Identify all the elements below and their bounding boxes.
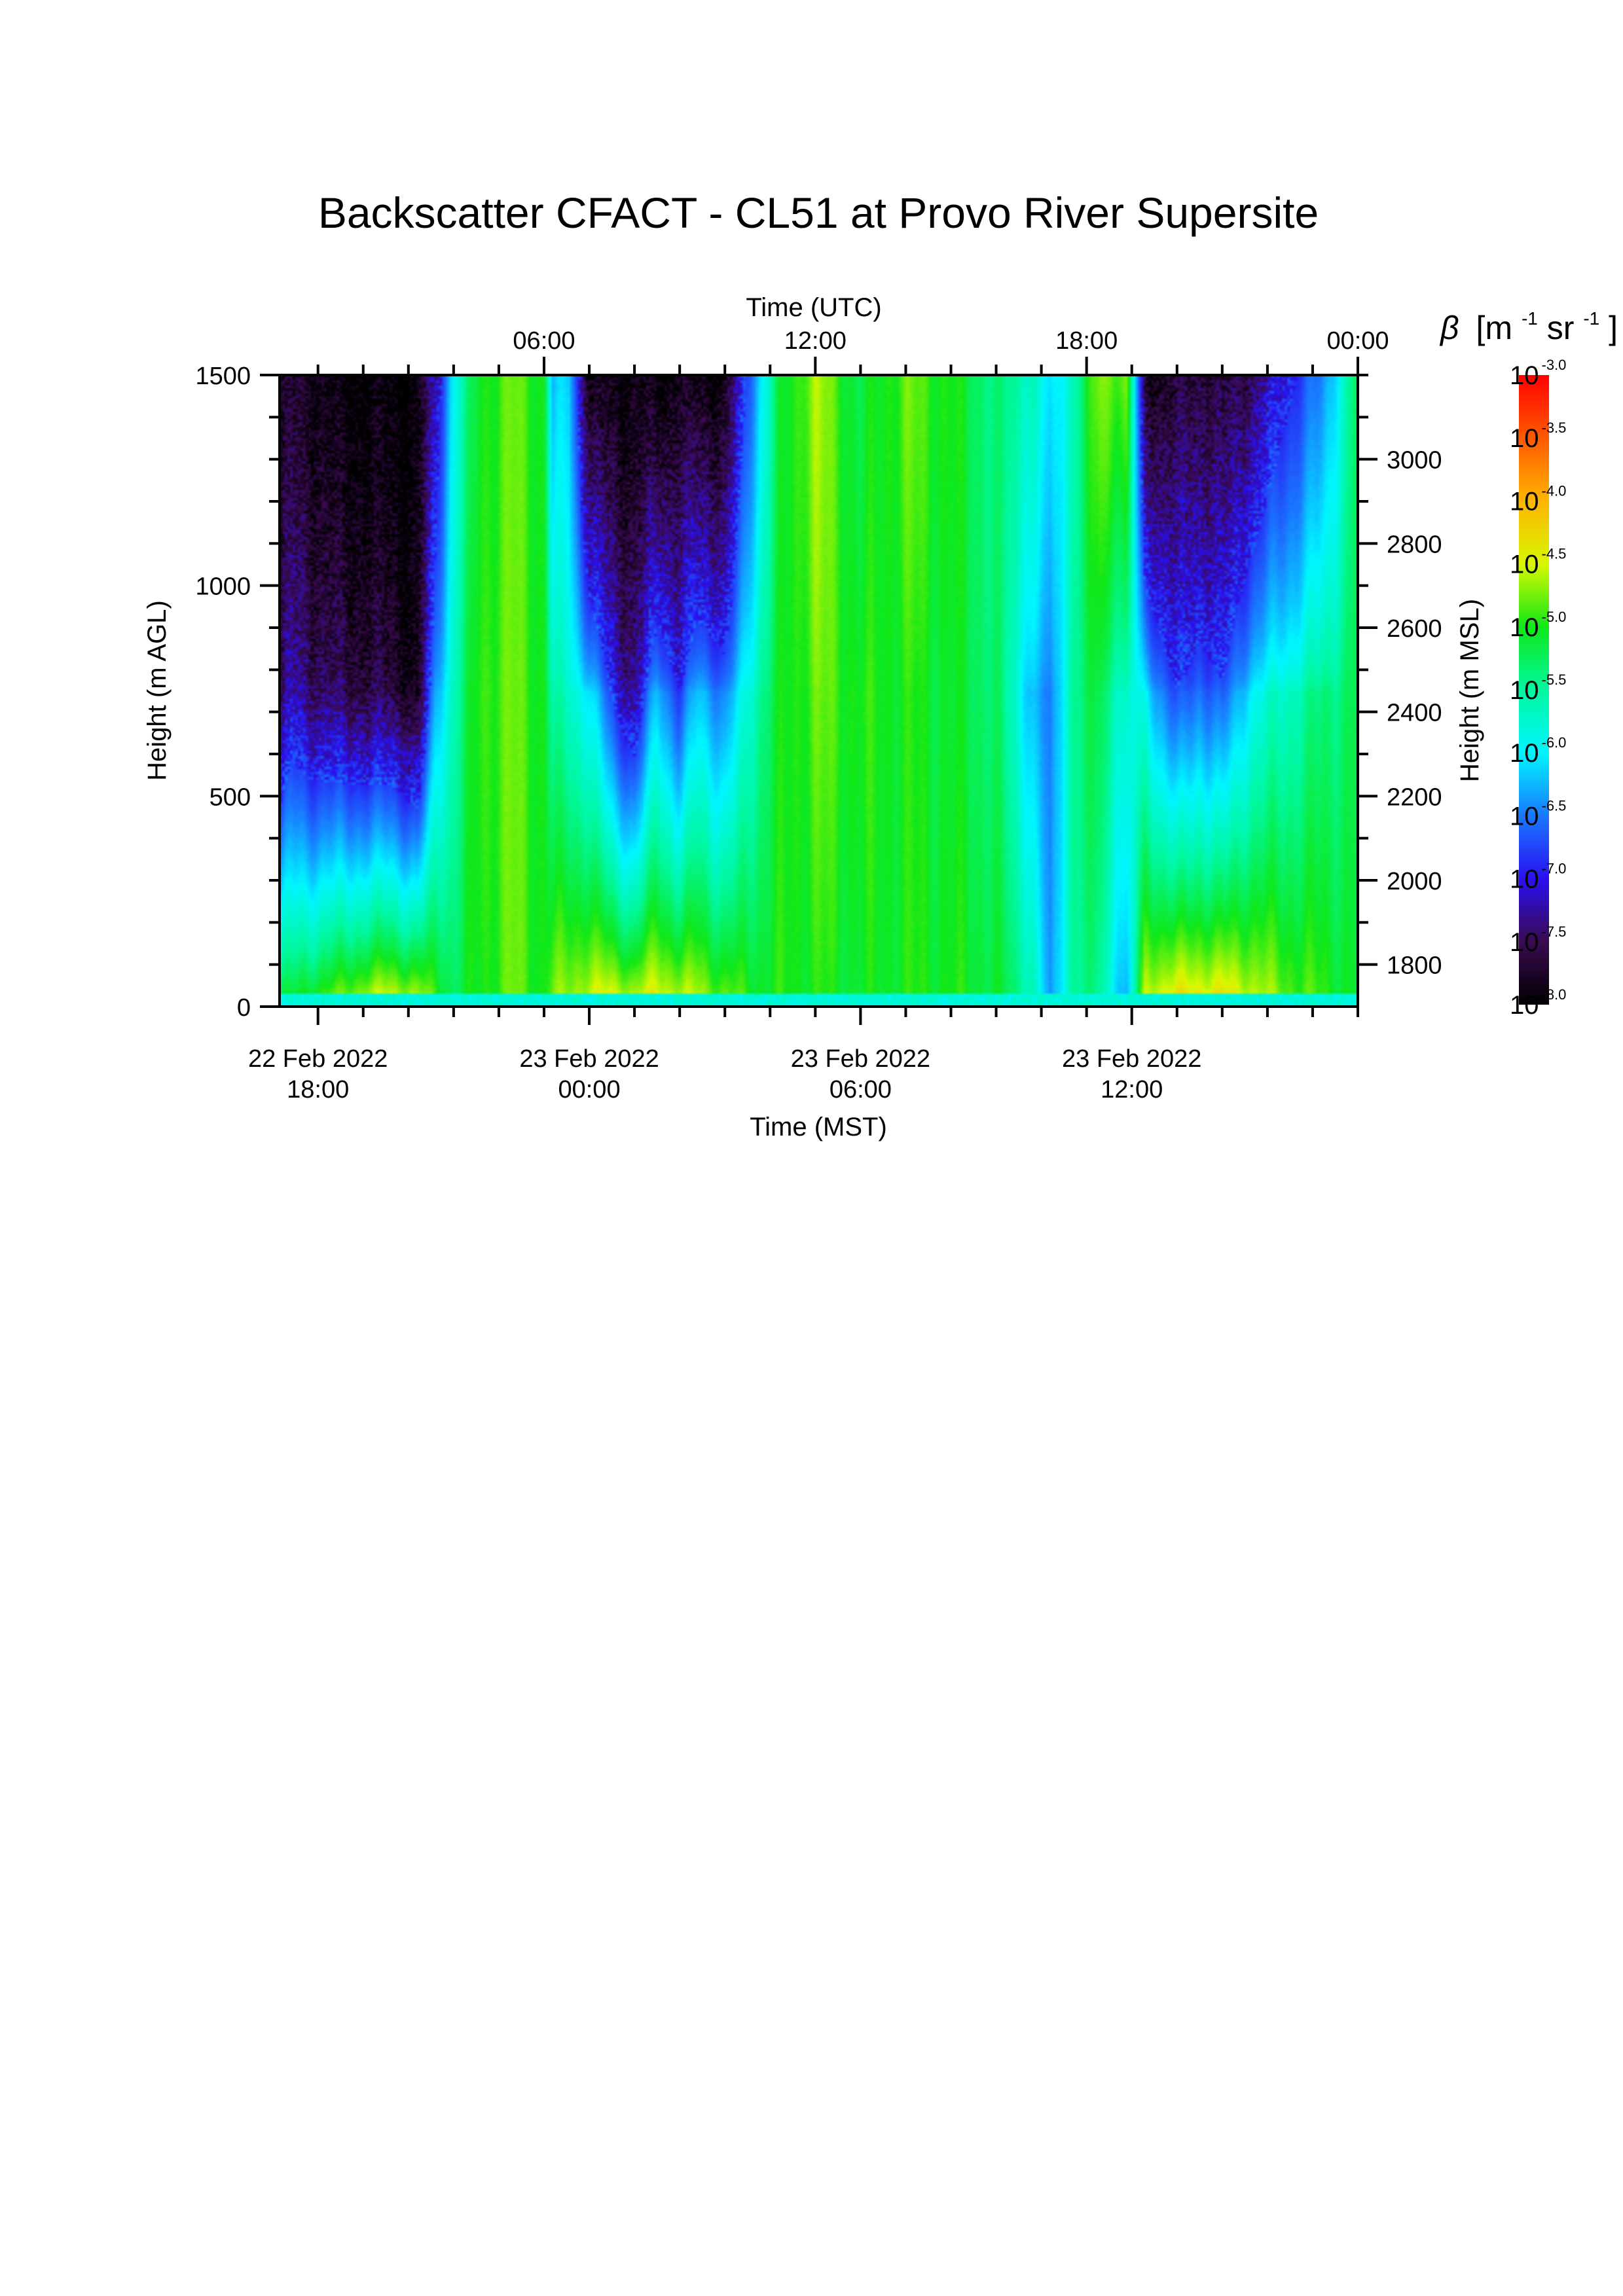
colorbar-title-mid: sr: [1547, 310, 1575, 346]
colorbar-tick-label: 10 -4.0: [1510, 482, 1566, 516]
colorbar-title-symbol: β: [1439, 310, 1459, 346]
x-top-tick-label: 00:00: [1326, 327, 1389, 355]
colorbar-title: β [m -1 sr -1 ]: [1439, 295, 1618, 346]
chart-title: Backscatter CFACT - CL51 at Provo River …: [318, 188, 1319, 237]
x-top-tick-label: 12:00: [784, 327, 847, 355]
colorbar-tick-label: 10 -6.0: [1510, 734, 1566, 768]
colorbar-gradient: [1519, 375, 1549, 1005]
colorbar: 10 -3.0 10 -3.5 10 -4.0 10 -4.5 10 -5.0 10 -5.5 10 -6…: [1439, 295, 1618, 1020]
colorbar-tick-label: 10 -6.5: [1510, 797, 1566, 831]
x-bottom-tick-label: 22 Feb 2022 18:00: [248, 1045, 388, 1103]
y-right-tick-label: 3000: [1387, 447, 1442, 475]
plot-area: [280, 375, 1358, 1007]
y-right-tick-label: 2200: [1387, 783, 1442, 811]
colorbar-tick-label: 10 -8.0: [1510, 986, 1566, 1020]
axis-ticks: [260, 357, 1377, 1025]
colorbar-tick-label: 10 -5.0: [1510, 609, 1566, 642]
x-bottom-tick-label: 23 Feb 2022 06:00: [791, 1045, 930, 1103]
colorbar-tick-label: 10 -3.5: [1510, 420, 1566, 453]
y-left-tick-label: 1500: [195, 363, 251, 390]
y-left-tick-label: 1000: [195, 573, 251, 601]
colorbar-tick-labels: 10 -3.0 10 -3.5 10 -4.0 10 -4.5 10 -5.0 10 -5.5 10 -6…: [1510, 357, 1566, 1020]
x-top-tick-label: 06:00: [513, 327, 575, 355]
y-left-tick-label: 500: [210, 783, 251, 811]
y-left-axis-title: Height (m AGL): [143, 600, 172, 781]
y-right-axis-title: Height (m MSL): [1455, 599, 1484, 782]
colorbar-title-units: [m: [1476, 310, 1512, 346]
colorbar-tick-label: 10 -5.5: [1510, 672, 1566, 705]
y-right-tick-label: 2600: [1387, 615, 1442, 643]
y-right-tick-label: 1800: [1387, 952, 1442, 980]
colorbar-tick-label: 10 -7.0: [1510, 861, 1566, 894]
colorbar-tick-label: 10 -3.0: [1510, 357, 1566, 390]
colorbar-tick-label: 10 -7.5: [1510, 924, 1566, 957]
x-top-tick-label: 18:00: [1055, 327, 1118, 355]
x-top-axis-title: Time (UTC): [746, 293, 881, 322]
x-bottom-axis-title: Time (MST): [750, 1113, 887, 1141]
plot-frame: [278, 374, 1359, 1008]
backscatter-heatmap: [280, 375, 1358, 1007]
colorbar-title-exp2: -1: [1583, 308, 1599, 329]
y-right-tick-label: 2400: [1387, 700, 1442, 727]
colorbar-tick-label: 10 -4.5: [1510, 546, 1566, 579]
x-bottom-tick-label: 23 Feb 2022 00:00: [519, 1045, 659, 1103]
y-right-tick-label: 2800: [1387, 531, 1442, 558]
x-bottom-tick-label: 23 Feb 2022 12:00: [1062, 1045, 1201, 1103]
colorbar-title-close: ]: [1609, 310, 1618, 346]
y-right-tick-label: 2000: [1387, 868, 1442, 895]
axis-labels: 22 Feb 2022 18:00 23 Feb 2022 00:00 23 Feb 2…: [195, 327, 1442, 1103]
colorbar-title-exp1: -1: [1522, 308, 1538, 329]
y-left-tick-label: 0: [237, 994, 251, 1022]
